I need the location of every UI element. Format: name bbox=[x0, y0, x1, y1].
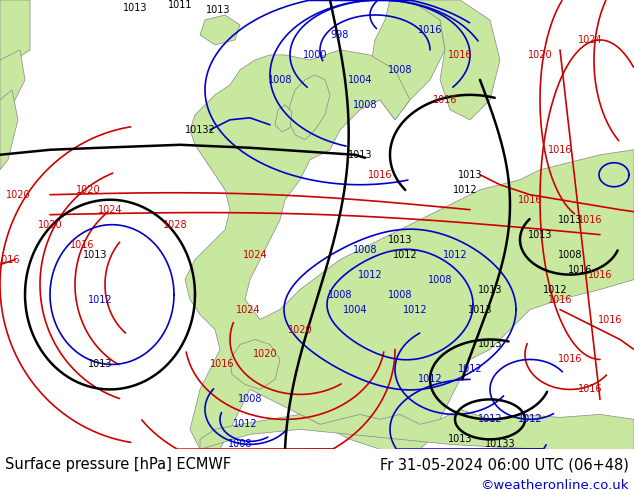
Polygon shape bbox=[370, 0, 445, 120]
Text: 1013: 1013 bbox=[448, 434, 472, 444]
Text: 10133: 10133 bbox=[484, 440, 515, 449]
Text: 1012: 1012 bbox=[358, 270, 382, 280]
Text: 1012: 1012 bbox=[443, 249, 467, 260]
Text: 1012: 1012 bbox=[477, 415, 502, 424]
Polygon shape bbox=[0, 50, 25, 120]
Text: 1016: 1016 bbox=[558, 354, 582, 365]
Text: 1020: 1020 bbox=[75, 185, 100, 195]
Text: 1016: 1016 bbox=[433, 95, 457, 105]
Text: 1020: 1020 bbox=[527, 50, 552, 60]
Text: 1013: 1013 bbox=[558, 215, 582, 225]
Text: 1024: 1024 bbox=[236, 305, 261, 315]
Text: 1008: 1008 bbox=[558, 249, 582, 260]
Text: 1013: 1013 bbox=[87, 360, 112, 369]
Text: 1016: 1016 bbox=[418, 25, 443, 35]
Text: 1013: 1013 bbox=[458, 170, 482, 180]
Text: 1008: 1008 bbox=[238, 394, 262, 404]
Text: 1013: 1013 bbox=[468, 305, 492, 315]
Text: 1024: 1024 bbox=[243, 249, 268, 260]
Text: 1016: 1016 bbox=[548, 294, 573, 305]
Text: 1028: 1028 bbox=[163, 220, 187, 230]
Text: 1012: 1012 bbox=[458, 365, 482, 374]
Text: 1012: 1012 bbox=[453, 185, 477, 195]
Polygon shape bbox=[0, 0, 30, 80]
Text: 1012: 1012 bbox=[403, 305, 427, 315]
Text: 1013: 1013 bbox=[123, 3, 147, 13]
Text: 1016: 1016 bbox=[210, 360, 234, 369]
Text: 1012: 1012 bbox=[233, 419, 257, 429]
Text: 1008: 1008 bbox=[388, 65, 412, 75]
Text: 1004: 1004 bbox=[343, 305, 367, 315]
Polygon shape bbox=[200, 409, 634, 449]
Polygon shape bbox=[275, 105, 292, 132]
Text: 1008: 1008 bbox=[268, 75, 292, 85]
Polygon shape bbox=[410, 0, 500, 120]
Text: 1024: 1024 bbox=[578, 35, 602, 45]
Text: 1016: 1016 bbox=[588, 270, 612, 280]
Text: Surface pressure [hPa] ECMWF: Surface pressure [hPa] ECMWF bbox=[5, 457, 231, 472]
Text: 1011: 1011 bbox=[168, 0, 192, 10]
Text: 1008: 1008 bbox=[353, 245, 377, 255]
Text: 1012: 1012 bbox=[543, 285, 567, 294]
Text: 1008: 1008 bbox=[428, 274, 452, 285]
Text: 1012: 1012 bbox=[518, 415, 542, 424]
Text: ©weatheronline.co.uk: ©weatheronline.co.uk bbox=[481, 479, 629, 490]
Text: 1016: 1016 bbox=[568, 265, 592, 274]
Text: 1016: 1016 bbox=[0, 255, 20, 265]
Polygon shape bbox=[200, 15, 240, 45]
Text: 1016: 1016 bbox=[368, 170, 392, 180]
Text: 998: 998 bbox=[331, 30, 349, 40]
Text: 1016: 1016 bbox=[578, 385, 602, 394]
Text: 1012: 1012 bbox=[392, 249, 417, 260]
Text: 1008: 1008 bbox=[328, 290, 353, 299]
Text: 1000: 1000 bbox=[303, 50, 327, 60]
Text: 1013: 1013 bbox=[388, 235, 412, 245]
Polygon shape bbox=[288, 75, 330, 140]
Text: 1013: 1013 bbox=[527, 230, 552, 240]
Text: Fr 31-05-2024 06:00 UTC (06+48): Fr 31-05-2024 06:00 UTC (06+48) bbox=[380, 457, 629, 472]
Polygon shape bbox=[230, 340, 280, 390]
Text: 1016: 1016 bbox=[70, 240, 94, 249]
Text: 1012: 1012 bbox=[87, 294, 112, 305]
Text: 10132: 10132 bbox=[184, 125, 216, 135]
Text: 1020: 1020 bbox=[37, 220, 62, 230]
Text: 1013: 1013 bbox=[478, 285, 502, 294]
Text: 1013: 1013 bbox=[478, 340, 502, 349]
Text: 1024: 1024 bbox=[98, 205, 122, 215]
Text: 1013: 1013 bbox=[83, 249, 107, 260]
Text: 1008: 1008 bbox=[228, 440, 252, 449]
Text: 1020: 1020 bbox=[288, 324, 313, 335]
Text: 1016: 1016 bbox=[518, 195, 542, 205]
Text: 1008: 1008 bbox=[353, 100, 377, 110]
Text: 1004: 1004 bbox=[348, 75, 372, 85]
Text: 1016: 1016 bbox=[598, 315, 622, 324]
Polygon shape bbox=[185, 50, 634, 449]
Text: 1016: 1016 bbox=[448, 50, 472, 60]
Text: 1020: 1020 bbox=[253, 349, 277, 360]
Text: 1013: 1013 bbox=[348, 150, 372, 160]
Text: 1016: 1016 bbox=[578, 215, 602, 225]
Polygon shape bbox=[0, 90, 18, 170]
Text: 1008: 1008 bbox=[388, 290, 412, 299]
Text: 1016: 1016 bbox=[548, 145, 573, 155]
Text: 1020: 1020 bbox=[6, 190, 30, 200]
Text: 1013: 1013 bbox=[206, 5, 230, 15]
Text: 1012: 1012 bbox=[418, 374, 443, 385]
